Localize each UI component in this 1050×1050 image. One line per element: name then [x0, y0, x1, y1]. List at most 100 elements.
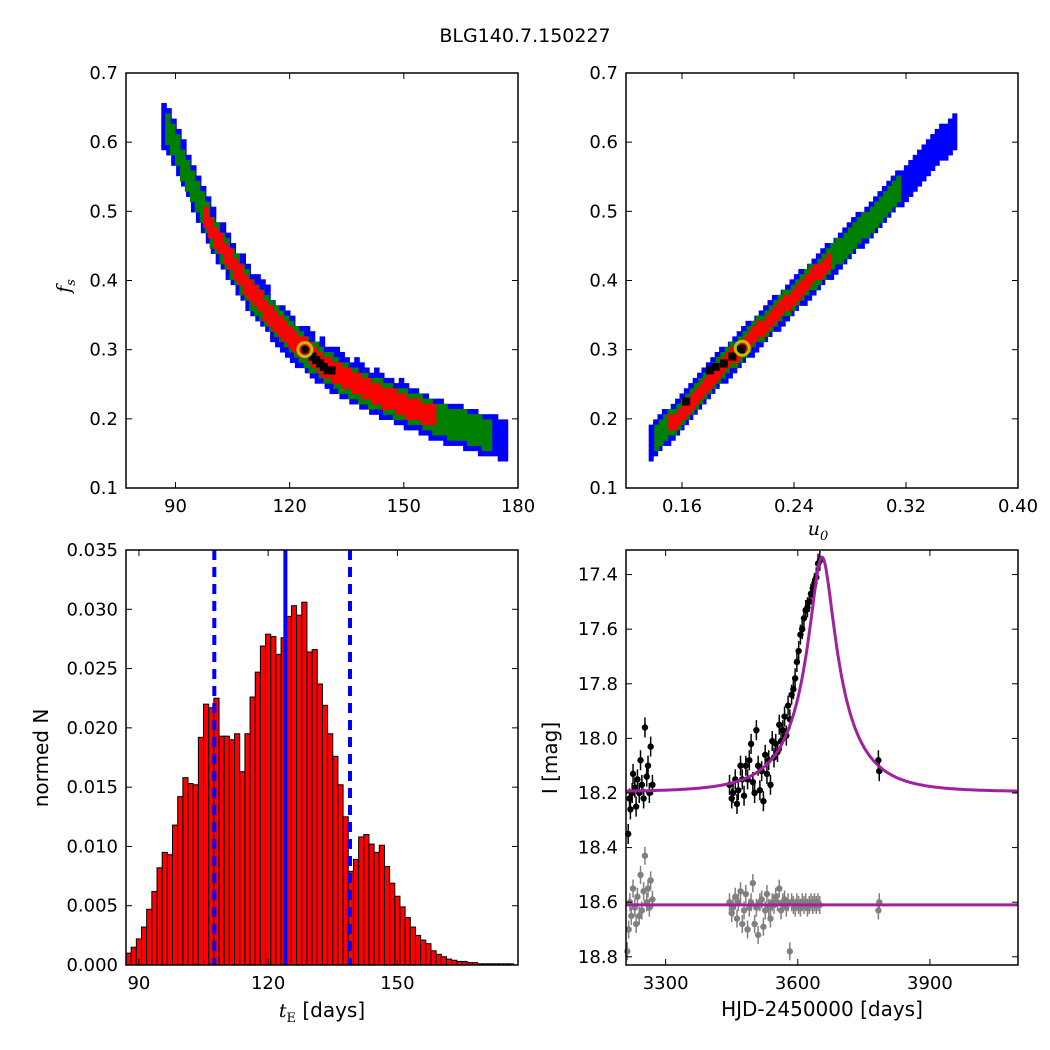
heatmap-cell-3sigma: [314, 372, 321, 379]
heatmap-cell-2sigma: [896, 196, 902, 203]
heatmap-cell-3sigma: [374, 372, 380, 379]
heatmap-cell-2sigma: [777, 315, 783, 322]
heatmap-cell-1sigma: [747, 331, 753, 337]
heatmap-cell-1sigma: [817, 274, 823, 280]
hist-bar: [358, 836, 365, 966]
heatmap-cell-1sigma: [386, 388, 392, 395]
heatmap-cell-1sigma: [282, 331, 288, 337]
best-fit-dot: [738, 344, 747, 353]
heatmap-cell-3sigma: [255, 315, 261, 322]
hist-bar: [203, 703, 210, 966]
heatmap-cell-3sigma: [908, 185, 914, 192]
heatmap0-ytick-label: 0.7: [89, 63, 118, 84]
heatmap-cell-2sigma: [447, 409, 453, 415]
heatmap-cell-1sigma: [302, 351, 308, 358]
heatmap-cell-best: [706, 366, 714, 375]
heatmap-cell-2sigma: [466, 440, 473, 446]
heatmap-cell-2sigma: [676, 403, 682, 410]
hist-bar: [399, 906, 406, 966]
heatmap-cell-1sigma: [712, 372, 718, 379]
heatmap-cell-2sigma: [795, 300, 801, 306]
heatmap-cell-3sigma: [930, 165, 936, 171]
heatmap-cell-3sigma: [692, 377, 698, 384]
heatmap-cell-2sigma: [432, 429, 438, 436]
heatmap-cell-3sigma: [280, 305, 286, 312]
heatmap-cell-3sigma: [413, 424, 420, 431]
heatmap-cell-3sigma: [329, 346, 336, 353]
heatmap-cell-1sigma: [804, 279, 810, 286]
heatmap-cell-3sigma: [921, 149, 927, 156]
hist-bar: [244, 733, 251, 966]
heatmap-cell-3sigma: [166, 149, 172, 156]
heatmap-cell-1sigma: [765, 320, 771, 327]
heatmap-cell-2sigma: [486, 445, 493, 452]
data-point: [629, 770, 637, 778]
heatmap-cell-3sigma: [463, 445, 469, 452]
heatmap-cell-3sigma: [230, 279, 237, 286]
heatmap-cell-1sigma: [430, 409, 437, 415]
heatmap-cell-1sigma: [371, 383, 377, 389]
heatmap-cell-2sigma: [353, 393, 359, 400]
heatmap-cell-2sigma: [367, 398, 374, 405]
heatmap-cell-2sigma: [377, 377, 384, 384]
heatmap-cell-2sigma: [685, 414, 691, 420]
heatmap-cell-3sigma: [245, 300, 251, 306]
heatmap-cell-2sigma: [878, 211, 884, 218]
heatmap-cell-3sigma: [899, 201, 905, 208]
heatmap-cell-2sigma: [471, 414, 478, 420]
heatmap-cell-1sigma: [734, 357, 740, 363]
heatmap-cell-2sigma: [447, 414, 453, 420]
heatmap-cell-2sigma: [481, 429, 488, 436]
heatmap-cell-2sigma: [891, 180, 897, 187]
hist-bar: [234, 733, 241, 966]
heatmap-cell-2sigma: [452, 409, 458, 415]
heatmap-cell-1sigma: [227, 253, 234, 260]
heatmap-cell-2sigma: [466, 414, 473, 420]
heatmap-cell-2sigma: [323, 377, 329, 384]
heatmap-cell-2sigma: [711, 383, 717, 389]
heatmap-cell-1sigma: [668, 419, 674, 426]
heatmap-cell-1sigma: [356, 372, 363, 379]
heatmap-cell-1sigma: [703, 377, 709, 384]
heatmap-cell-2sigma: [755, 336, 761, 343]
heatmap-cell-3sigma: [917, 180, 923, 187]
heatmap-cell-2sigma: [759, 315, 765, 322]
heatmap-cell-1sigma: [227, 258, 234, 265]
heatmap-cell-3sigma: [289, 357, 296, 363]
heatmap-cell-1sigma: [804, 284, 810, 291]
heatmap-cell-3sigma: [939, 139, 945, 146]
heatmap-cell-3sigma: [934, 144, 940, 151]
heatmap-cell-1sigma: [707, 383, 713, 389]
heatmap-cell-1sigma: [287, 336, 293, 343]
heatmap-cell-3sigma: [497, 434, 504, 441]
heatmap-cell-1sigma: [232, 274, 239, 280]
heatmap-cell-3sigma: [309, 331, 316, 337]
lightcurve-ytick-label: 18.8: [578, 947, 618, 968]
heatmap-cell-1sigma: [336, 377, 343, 384]
heatmap-cell-1sigma: [405, 403, 412, 410]
heatmap0-ytick-label: 0.4: [89, 271, 118, 292]
heatmap-cell-1sigma: [257, 305, 264, 312]
residual-point: [625, 926, 632, 933]
heatmap-cell-3sigma: [908, 160, 914, 166]
heatmap-cell-3sigma: [497, 450, 504, 457]
heatmap-cell-3sigma: [299, 362, 306, 369]
heatmap-cell-2sigma: [471, 434, 478, 441]
heatmap1-ytick-label: 0.4: [589, 271, 618, 292]
heatmap-cell-2sigma: [362, 398, 369, 405]
heatmap-cell-2sigma: [427, 398, 433, 405]
heatmap-cell-3sigma: [502, 429, 509, 436]
heatmap-cell-2sigma: [481, 440, 488, 446]
heatmap-cell-3sigma: [947, 149, 953, 156]
heatmap-cell-1sigma: [326, 372, 333, 379]
heatmap-cell-1sigma: [690, 398, 696, 405]
heatmap-cell-3sigma: [807, 289, 813, 296]
heatmap-cell-3sigma: [859, 243, 865, 249]
residual-point: [763, 890, 771, 898]
heatmap-cell-1sigma: [356, 383, 363, 389]
heatmap-cell-1sigma: [677, 414, 683, 420]
heatmap-cell-2sigma: [194, 206, 201, 213]
heatmap-cell-3sigma: [934, 154, 940, 161]
heatmap-cell-1sigma: [346, 372, 353, 379]
heatmap-cell-3sigma: [393, 419, 400, 426]
